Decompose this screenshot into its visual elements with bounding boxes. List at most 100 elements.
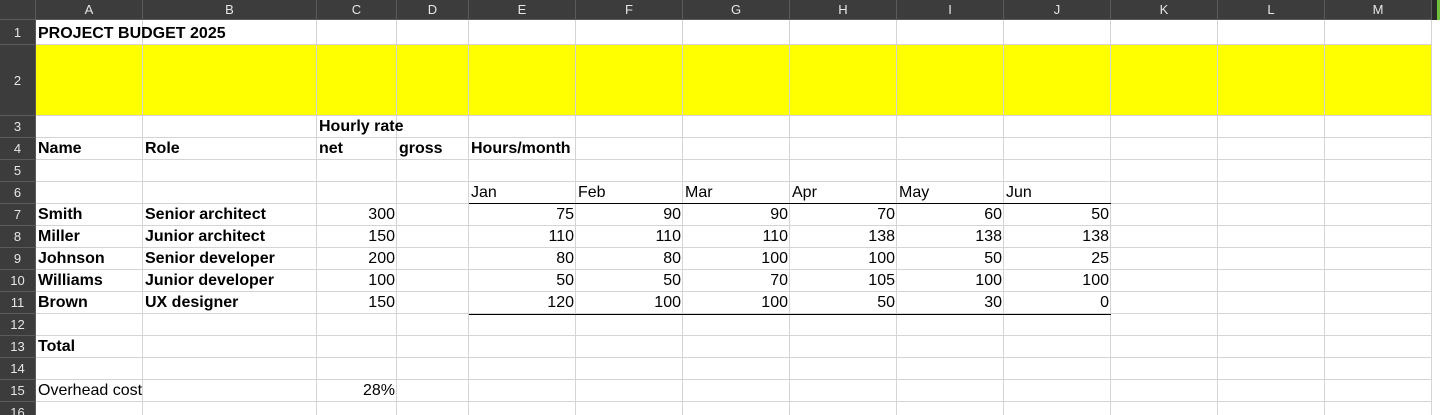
staff-hours-apr[interactable]: 50	[877, 294, 895, 311]
grid-vline	[1003, 20, 1004, 415]
staff-role[interactable]: Senior developer	[145, 250, 275, 267]
row-header-3[interactable]: 3	[0, 116, 36, 138]
staff-hours-jun[interactable]: 25	[1091, 250, 1109, 267]
overhead-label[interactable]: Overhead cost	[38, 382, 143, 399]
row-header-7[interactable]: 7	[0, 204, 36, 226]
staff-net-rate[interactable]: 100	[368, 272, 395, 289]
header-right-edge	[1432, 0, 1440, 20]
sheet-title[interactable]: PROJECT BUDGET 2025	[38, 25, 226, 42]
gross-header[interactable]: gross	[399, 140, 443, 157]
staff-name[interactable]: Johnson	[38, 250, 105, 267]
staff-hours-feb[interactable]: 50	[663, 272, 681, 289]
staff-hours-may[interactable]: 50	[984, 250, 1002, 267]
staff-hours-apr[interactable]: 100	[868, 250, 895, 267]
month-header-apr[interactable]: Apr	[792, 184, 817, 201]
staff-hours-feb[interactable]: 80	[663, 250, 681, 267]
column-header-I[interactable]: I	[897, 0, 1004, 20]
staff-role[interactable]: Junior architect	[145, 228, 266, 245]
grid-hline	[36, 313, 1432, 314]
column-header-M[interactable]: M	[1325, 0, 1432, 20]
month-header-jan[interactable]: Jan	[471, 184, 497, 201]
row-header-2[interactable]: 2	[0, 45, 36, 116]
row-header-12[interactable]: 12	[0, 314, 36, 336]
row-header-1[interactable]: 1	[0, 20, 36, 45]
column-header-F[interactable]: F	[576, 0, 683, 20]
column-header-J[interactable]: J	[1004, 0, 1111, 20]
row-header-5[interactable]: 5	[0, 160, 36, 182]
column-header-C[interactable]: C	[317, 0, 397, 20]
staff-hours-feb[interactable]: 110	[655, 228, 681, 245]
total-label[interactable]: Total	[38, 338, 76, 355]
row-header-6[interactable]: 6	[0, 182, 36, 204]
row-header-8[interactable]: 8	[0, 226, 36, 248]
staff-name[interactable]: Smith	[38, 206, 83, 223]
staff-hours-mar[interactable]: 90	[770, 206, 788, 223]
column-header-H[interactable]: H	[790, 0, 897, 20]
role-header[interactable]: Role	[145, 140, 180, 157]
staff-role[interactable]: Senior architect	[145, 206, 266, 223]
staff-hours-may[interactable]: 30	[984, 294, 1002, 311]
column-header-E[interactable]: E	[469, 0, 576, 20]
staff-hours-mar[interactable]: 100	[761, 250, 788, 267]
staff-name[interactable]: Miller	[38, 228, 80, 245]
overhead-value[interactable]: 28%	[362, 382, 395, 399]
staff-hours-apr[interactable]: 105	[868, 272, 895, 289]
staff-hours-may[interactable]: 60	[984, 206, 1002, 223]
column-header-G[interactable]: G	[683, 0, 790, 20]
staff-hours-jun[interactable]: 138	[1082, 228, 1109, 245]
staff-name[interactable]: Brown	[38, 294, 88, 311]
staff-role[interactable]: Junior developer	[145, 272, 274, 289]
staff-hours-feb[interactable]: 90	[663, 206, 681, 223]
staff-hours-mar[interactable]: 100	[761, 294, 788, 311]
column-header-L[interactable]: L	[1218, 0, 1325, 20]
staff-hours-jan[interactable]: 50	[556, 272, 574, 289]
hours-table-bottom-border	[469, 314, 1111, 315]
staff-role[interactable]: UX designer	[145, 294, 239, 311]
staff-hours-may[interactable]: 138	[975, 228, 1002, 245]
row-header-10[interactable]: 10	[0, 270, 36, 292]
net-header[interactable]: net	[319, 140, 343, 157]
grid-vline	[316, 20, 317, 415]
grid-hline	[36, 115, 1432, 116]
row-header-14[interactable]: 14	[0, 358, 36, 380]
hours-month-header[interactable]: Hours/month	[471, 140, 571, 157]
staff-net-rate[interactable]: 150	[368, 228, 395, 245]
grid-hline	[36, 291, 1432, 292]
month-header-may[interactable]: May	[899, 184, 930, 201]
staff-hours-jan[interactable]: 75	[556, 206, 574, 223]
select-all-corner[interactable]	[0, 0, 36, 20]
staff-hours-jan[interactable]: 110	[548, 228, 574, 245]
column-header-A[interactable]: A	[36, 0, 143, 20]
staff-net-rate[interactable]: 300	[368, 206, 395, 223]
staff-hours-jun[interactable]: 100	[1082, 272, 1109, 289]
row-header-13[interactable]: 13	[0, 336, 36, 358]
staff-hours-apr[interactable]: 138	[868, 228, 895, 245]
staff-hours-apr[interactable]: 70	[877, 206, 895, 223]
staff-name[interactable]: Williams	[38, 272, 103, 289]
row-header-16[interactable]: 16	[0, 402, 36, 415]
staff-hours-may[interactable]: 100	[975, 272, 1002, 289]
staff-hours-jan[interactable]: 80	[556, 250, 574, 267]
month-header-feb[interactable]: Feb	[578, 184, 606, 201]
column-header-D[interactable]: D	[397, 0, 469, 20]
staff-hours-jan[interactable]: 120	[547, 294, 574, 311]
hourly-rate-header[interactable]: Hourly rate	[319, 118, 404, 135]
month-header-mar[interactable]: Mar	[685, 184, 713, 201]
staff-hours-mar[interactable]: 110	[762, 228, 788, 245]
staff-hours-jun[interactable]: 0	[1100, 294, 1109, 311]
row-header-9[interactable]: 9	[0, 248, 36, 270]
row-header-15[interactable]: 15	[0, 380, 36, 402]
grid-hline	[36, 269, 1432, 270]
staff-net-rate[interactable]: 150	[368, 294, 395, 311]
staff-hours-feb[interactable]: 100	[654, 294, 681, 311]
row-header-4[interactable]: 4	[0, 138, 36, 160]
row-header-11[interactable]: 11	[0, 292, 36, 314]
name-header[interactable]: Name	[38, 140, 82, 157]
staff-net-rate[interactable]: 200	[368, 250, 395, 267]
month-header-jun[interactable]: Jun	[1006, 184, 1032, 201]
staff-hours-jun[interactable]: 50	[1091, 206, 1109, 223]
staff-hours-mar[interactable]: 70	[770, 272, 788, 289]
column-header-K[interactable]: K	[1111, 0, 1218, 20]
column-header-B[interactable]: B	[143, 0, 317, 20]
